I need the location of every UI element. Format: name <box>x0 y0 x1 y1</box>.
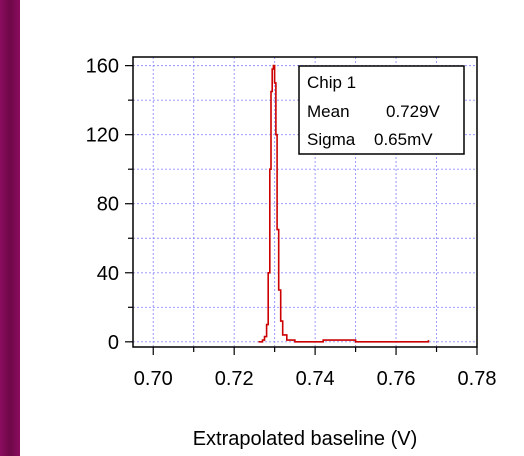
plot-frame <box>132 56 478 348</box>
x-axis-title: Extrapolated baseline (V) <box>193 428 418 450</box>
x-tick-label: 0.74 <box>296 368 335 390</box>
tick-labels: 0.70 0.72 0.74 0.76 0.78 0 40 80 120 160 <box>86 56 497 390</box>
legend-box: Chip 1 Mean 0.729V Sigma 0.65mV <box>298 65 465 155</box>
y-tick-label: 80 <box>97 194 119 216</box>
y-tick-label: 120 <box>86 125 119 147</box>
legend-line-2-label: Mean <box>307 102 350 121</box>
legend-line-2-value: 0.729V <box>386 102 441 121</box>
y-tick-label: 0 <box>108 332 119 354</box>
axis-ticks <box>125 65 478 355</box>
legend-frame <box>298 65 465 155</box>
chart-panel: 0.70 0.72 0.74 0.76 0.78 0 40 80 120 160 Chip 1 M… <box>20 0 524 456</box>
histogram-line <box>258 64 430 343</box>
legend-line-3-value: 0.65mV <box>374 130 433 149</box>
x-tick-label: 0.78 <box>458 368 497 390</box>
histogram-chart: 0.70 0.72 0.74 0.76 0.78 0 40 80 120 160 Chip 1 M… <box>86 56 497 450</box>
x-tick-label: 0.76 <box>377 368 416 390</box>
y-tick-label: 160 <box>86 56 119 78</box>
x-tick-label: 0.72 <box>215 368 254 390</box>
y-tick-label: 40 <box>97 263 119 285</box>
legend-line-1-label: Chip 1 <box>307 73 356 92</box>
legend-line-3-label: Sigma <box>307 130 356 149</box>
x-tick-label: 0.70 <box>134 368 173 390</box>
